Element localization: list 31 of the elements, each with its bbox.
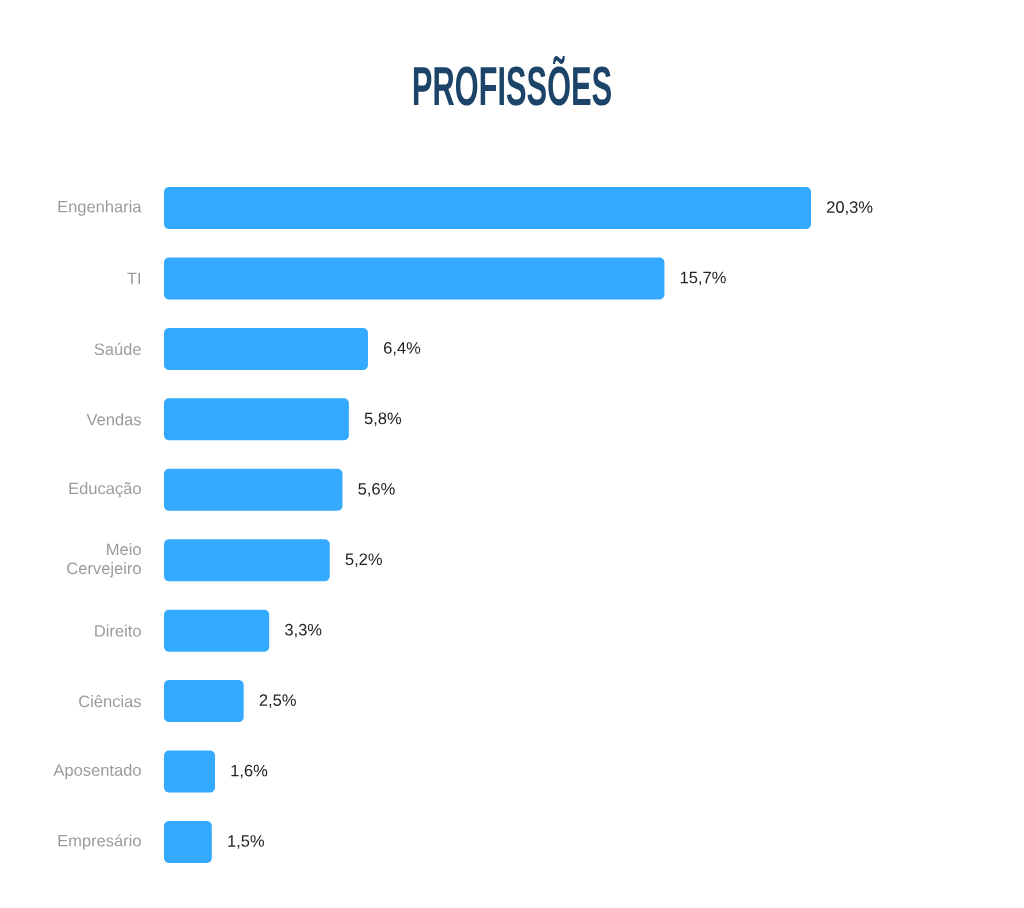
- chart-title: PROFISSÕES: [413, 56, 611, 106]
- y-tick-label: Engenharia: [58, 200, 142, 216]
- bar: [164, 398, 349, 441]
- bar: [164, 257, 665, 300]
- bar: [164, 468, 343, 511]
- data-label: 6,4%: [384, 342, 421, 356]
- data-label: 15,7%: [680, 271, 726, 286]
- bar: [164, 327, 368, 370]
- bar: [164, 539, 330, 582]
- y-tick-label: Empresário: [58, 834, 141, 850]
- data-label: 5,6%: [358, 482, 395, 497]
- y-tick-label: Vendas: [86, 413, 141, 426]
- y-tick-label: Educação: [69, 482, 141, 498]
- data-label: 2,5%: [259, 694, 296, 708]
- y-tick-label: Meio Cervejeiro: [67, 543, 141, 578]
- bar: [164, 820, 212, 863]
- y-tick-label: TI: [127, 272, 141, 285]
- data-label: 1,5%: [228, 835, 265, 849]
- y-tick-label: Saúde: [94, 342, 141, 356]
- data-label: 20,3%: [827, 201, 873, 215]
- data-label: 5,2%: [345, 553, 382, 568]
- data-label: 3,3%: [285, 623, 322, 638]
- bar: [164, 609, 270, 652]
- bar: [164, 680, 244, 723]
- y-tick-label: Ciências: [79, 695, 141, 708]
- data-label: 1,6%: [231, 764, 268, 779]
- y-tick-label: Aposentado: [53, 763, 141, 780]
- bar: [164, 750, 215, 793]
- data-label: 5,8%: [364, 412, 402, 427]
- y-tick-label: Direito: [95, 624, 141, 637]
- bar: [164, 187, 812, 230]
